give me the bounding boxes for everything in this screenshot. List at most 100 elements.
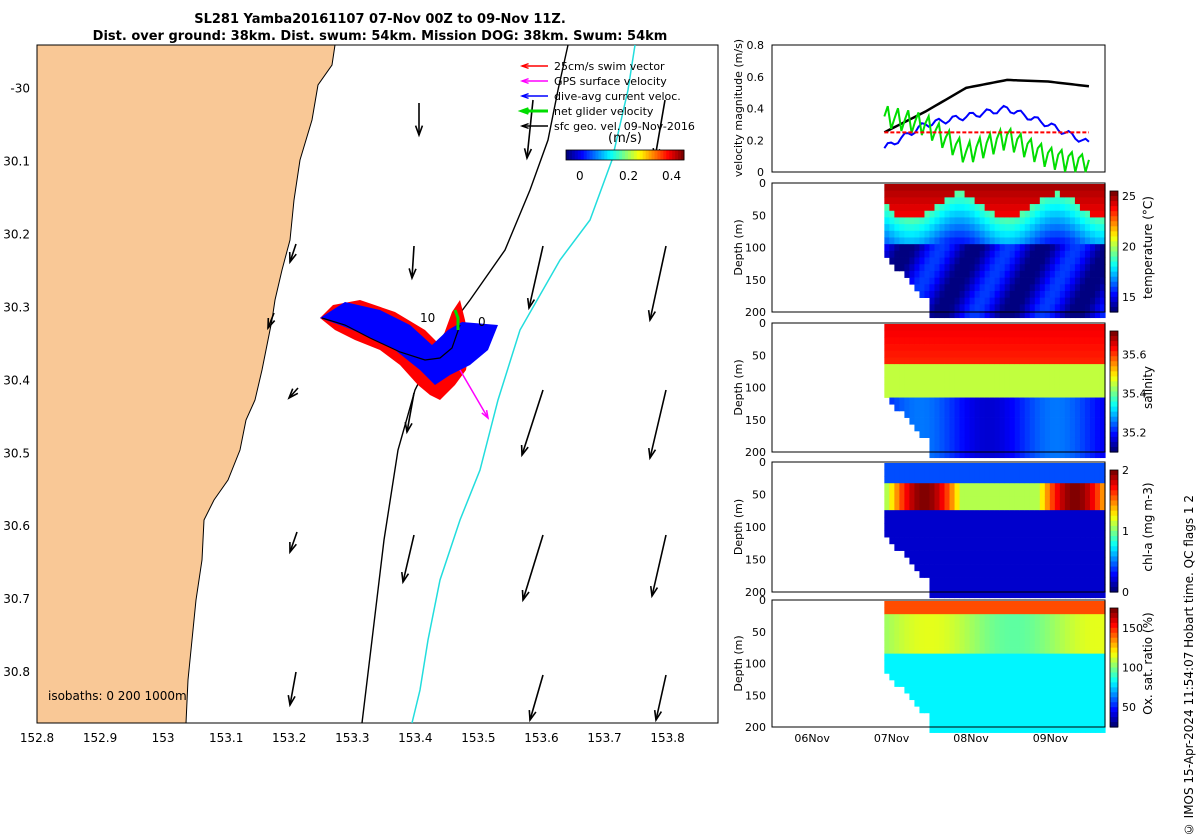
- salinity-cell: [1099, 417, 1106, 425]
- chla-cell: [1009, 483, 1016, 491]
- oxygen-cell: [1014, 647, 1021, 655]
- salinity-cell: [1074, 397, 1081, 405]
- salinity-cell: [1019, 404, 1026, 412]
- temperature-cell: [1089, 270, 1096, 278]
- temperature-cell: [994, 224, 1001, 232]
- oxygen-cell: [1099, 686, 1106, 694]
- salinity-cell: [909, 404, 916, 412]
- oxygen-cell: [954, 647, 961, 655]
- oxygen-cell: [974, 719, 981, 727]
- oxygen-cell: [954, 666, 961, 674]
- temperature-cell: [989, 190, 996, 198]
- oxygen-cell: [1089, 699, 1096, 707]
- temperature-cell: [1034, 250, 1041, 258]
- salinity-cell: [1039, 350, 1046, 358]
- salinity-cell: [1079, 437, 1086, 445]
- oxygen-cell: [904, 614, 911, 622]
- salinity-cell: [979, 410, 986, 418]
- salinity-cell: [1084, 397, 1091, 405]
- oxygen-cell: [969, 601, 976, 608]
- salinity-cell: [894, 370, 900, 378]
- chla-cell: [1054, 564, 1061, 572]
- chla-cell: [1034, 591, 1041, 599]
- chla-cell: [1014, 496, 1021, 504]
- temperature-cell: [1019, 270, 1026, 278]
- map-colorbar-cell: [568, 150, 573, 160]
- map-vector-arrow: [267, 312, 276, 331]
- temperature-cell: [979, 230, 986, 238]
- oxygen-cell: [1099, 666, 1106, 674]
- oxygen-cell: [969, 627, 976, 635]
- temperature-cell: [1079, 204, 1086, 212]
- temperature-cell: [1074, 297, 1081, 305]
- oxygen-cell: [954, 614, 961, 622]
- chla-cbar-cell: [1110, 500, 1118, 507]
- salinity-cell: [1089, 337, 1096, 345]
- temperature-cell: [994, 210, 1001, 218]
- temperature-cell: [979, 264, 986, 272]
- temperature-cell: [1084, 297, 1091, 305]
- chla-cell: [1074, 483, 1081, 491]
- oxygen-cell: [1069, 726, 1076, 733]
- oxygen-cell: [919, 653, 926, 661]
- chla-cell: [1039, 537, 1046, 545]
- oxygen-cell: [1084, 627, 1091, 635]
- oxygen-cell: [984, 653, 991, 661]
- salinity-cell: [1014, 437, 1021, 445]
- salinity-cell: [954, 397, 961, 405]
- chla-cell: [889, 510, 895, 518]
- salinity-cell: [994, 324, 1001, 332]
- salinity-cell: [1004, 444, 1011, 452]
- temperature-cell: [994, 237, 1001, 245]
- chla-cell: [1094, 537, 1101, 545]
- chla-cell: [1099, 584, 1106, 592]
- chla-cell: [959, 557, 966, 565]
- salinity-cell: [914, 384, 921, 392]
- oxygen-cell: [1084, 719, 1091, 727]
- oxygen-cell: [909, 614, 916, 622]
- oxygen-cell: [919, 620, 926, 628]
- temperature-cell: [944, 224, 951, 232]
- oxygen-cell: [914, 640, 921, 648]
- salinity-cell: [1024, 364, 1031, 372]
- map-vector-arrow-head: [287, 695, 296, 708]
- salinity-cell: [924, 364, 931, 372]
- temperature-cell: [909, 237, 916, 245]
- salinity-cell: [984, 330, 991, 338]
- salinity-cell: [1074, 437, 1081, 445]
- oxygen-cell: [894, 647, 900, 655]
- salinity-cell: [894, 324, 900, 332]
- salinity-cell: [1054, 364, 1061, 372]
- chla-cell: [1099, 469, 1106, 477]
- chla-cbar-cell: [1110, 470, 1118, 476]
- chla-cell: [1004, 503, 1011, 511]
- chla-cell: [909, 530, 916, 538]
- chla-cell: [1084, 591, 1091, 599]
- salinity-cell: [994, 364, 1001, 372]
- map-colorbar-cell: [657, 150, 661, 160]
- salinity-cell: [919, 430, 926, 438]
- salinity-cell: [1029, 390, 1036, 398]
- temperature-cell: [1074, 244, 1081, 252]
- oxygen-cell: [984, 673, 991, 681]
- chla-cell: [994, 503, 1001, 511]
- chla-cell: [974, 570, 981, 578]
- temperature-cell: [964, 204, 971, 212]
- salinity-cell: [1004, 451, 1011, 459]
- temperature-cell: [1099, 217, 1106, 225]
- salinity-cell: [1064, 350, 1071, 358]
- chla-cbar-cell: [1110, 485, 1118, 491]
- oxygen-cell: [1084, 686, 1091, 694]
- salinity-cell: [1054, 424, 1061, 432]
- salinity-cell: [934, 397, 941, 405]
- salinity-cell: [1004, 344, 1011, 352]
- oxygen-cell: [1044, 719, 1051, 727]
- chla-cell: [1084, 557, 1091, 565]
- salinity-cell: [924, 357, 931, 365]
- chla-cell: [974, 550, 981, 558]
- temperature-cell: [924, 257, 931, 265]
- chla-cell: [1044, 463, 1051, 471]
- chla-cell: [994, 537, 1001, 545]
- temperature-cell: [994, 270, 1001, 278]
- oxygen-cell: [894, 673, 900, 681]
